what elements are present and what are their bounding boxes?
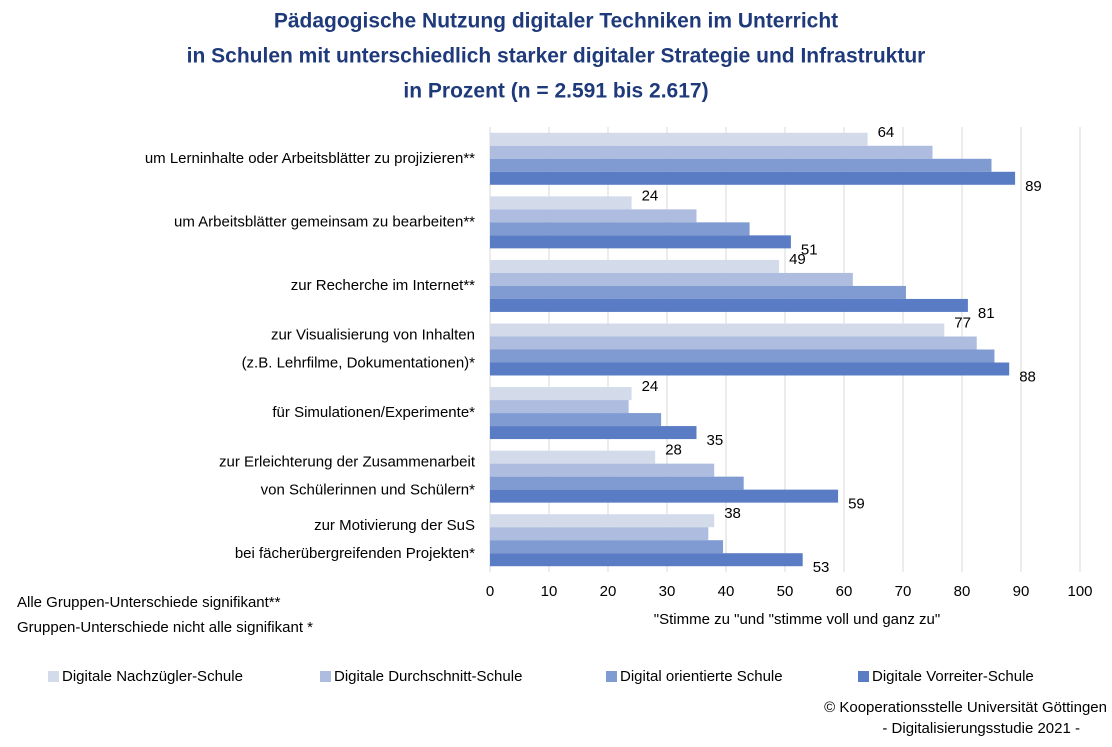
legend-label: Digitale Nachzügler-Schule xyxy=(62,668,243,685)
x-tick-label: 20 xyxy=(600,583,617,600)
data-label: 38 xyxy=(724,505,741,522)
x-tick-label: 10 xyxy=(541,583,558,600)
bar xyxy=(490,387,632,401)
data-label: 24 xyxy=(642,378,659,395)
data-label: 51 xyxy=(801,241,818,258)
y-tick-label: um Arbeitsblätter gemeinsam zu bearbeite… xyxy=(174,213,475,230)
bar xyxy=(490,158,992,172)
data-label: 89 xyxy=(1025,178,1042,195)
bar xyxy=(490,298,968,312)
data-label: 24 xyxy=(642,187,659,204)
bar xyxy=(490,285,906,299)
y-tick-label: zur Recherche im Internet** xyxy=(291,277,475,294)
legend-swatch xyxy=(48,671,59,682)
bar xyxy=(490,222,750,236)
bar xyxy=(490,553,803,567)
bar xyxy=(490,196,632,210)
source: © Kooperationsstelle Universität Götting… xyxy=(824,699,1107,716)
bar xyxy=(490,450,656,464)
bar xyxy=(490,132,868,146)
bar xyxy=(490,400,629,414)
y-tick-label: zur Motivierung der SuS bei fächerübergre… xyxy=(235,517,475,562)
data-label: 53 xyxy=(813,559,830,576)
chart-title: in Schulen mit unterschiedlich starker d… xyxy=(187,45,926,68)
x-tick-label: 50 xyxy=(777,583,794,600)
bar xyxy=(490,476,744,490)
data-label: 64 xyxy=(878,124,895,141)
y-tick-label: zur Erleichterung der Zusammenarbeit von … xyxy=(219,454,476,499)
chart-title: in Prozent (n = 2.591 bis 2.617) xyxy=(403,80,708,103)
legend-label: Digitale Vorreiter-Schule xyxy=(872,668,1034,685)
data-label: 49 xyxy=(789,251,806,268)
data-label: 59 xyxy=(848,496,865,513)
x-tick-label: 0 xyxy=(486,583,494,600)
x-tick-label: 80 xyxy=(954,583,971,600)
bar xyxy=(490,540,724,554)
bar xyxy=(490,171,1016,185)
x-tick-label: 100 xyxy=(1067,583,1092,600)
bar xyxy=(490,323,945,337)
bar xyxy=(490,235,791,249)
legend-swatch xyxy=(858,671,869,682)
y-tick-label: zur Visualisierung von Inhalten (z.B. Leh… xyxy=(242,326,476,371)
bar xyxy=(490,489,839,503)
bar xyxy=(490,362,1010,376)
bar xyxy=(490,349,995,363)
source: - Digitalisierungsstudie 2021 - xyxy=(882,720,1080,737)
y-tick-label: für Simulationen/Experimente* xyxy=(272,404,475,421)
data-label: 81 xyxy=(978,305,995,322)
bar xyxy=(490,259,780,273)
bar xyxy=(490,272,853,286)
x-tick-label: 40 xyxy=(718,583,735,600)
x-tick-label: 60 xyxy=(836,583,853,600)
legend-label: Digital orientierte Schule xyxy=(620,668,783,685)
legend-swatch xyxy=(606,671,617,682)
x-tick-label: 30 xyxy=(659,583,676,600)
x-tick-label: 70 xyxy=(895,583,912,600)
x-axis-label: "Stimme zu "und "stimme voll und ganz zu… xyxy=(654,611,940,628)
bar xyxy=(490,514,715,528)
note: Gruppen-Unterschiede nicht alle signifik… xyxy=(17,619,313,636)
data-label: 28 xyxy=(665,442,682,459)
bar xyxy=(490,527,709,541)
bar xyxy=(490,413,662,427)
note: Alle Gruppen-Unterschiede signifikant** xyxy=(17,594,281,611)
data-label: 35 xyxy=(707,432,724,449)
bar xyxy=(490,463,715,477)
bar xyxy=(490,336,977,350)
data-label: 77 xyxy=(954,314,971,331)
data-label: 88 xyxy=(1019,368,1036,385)
x-tick-label: 90 xyxy=(1013,583,1030,600)
legend-swatch xyxy=(320,671,331,682)
chart-title: Pädagogische Nutzung digitaler Techniken… xyxy=(274,10,838,33)
y-tick-label: um Lerninhalte oder Arbeitsblätter zu pr… xyxy=(145,150,475,167)
bar xyxy=(490,209,697,223)
bar xyxy=(490,426,697,440)
bar xyxy=(490,145,933,159)
legend-label: Digitale Durchschnitt-Schule xyxy=(334,668,522,685)
